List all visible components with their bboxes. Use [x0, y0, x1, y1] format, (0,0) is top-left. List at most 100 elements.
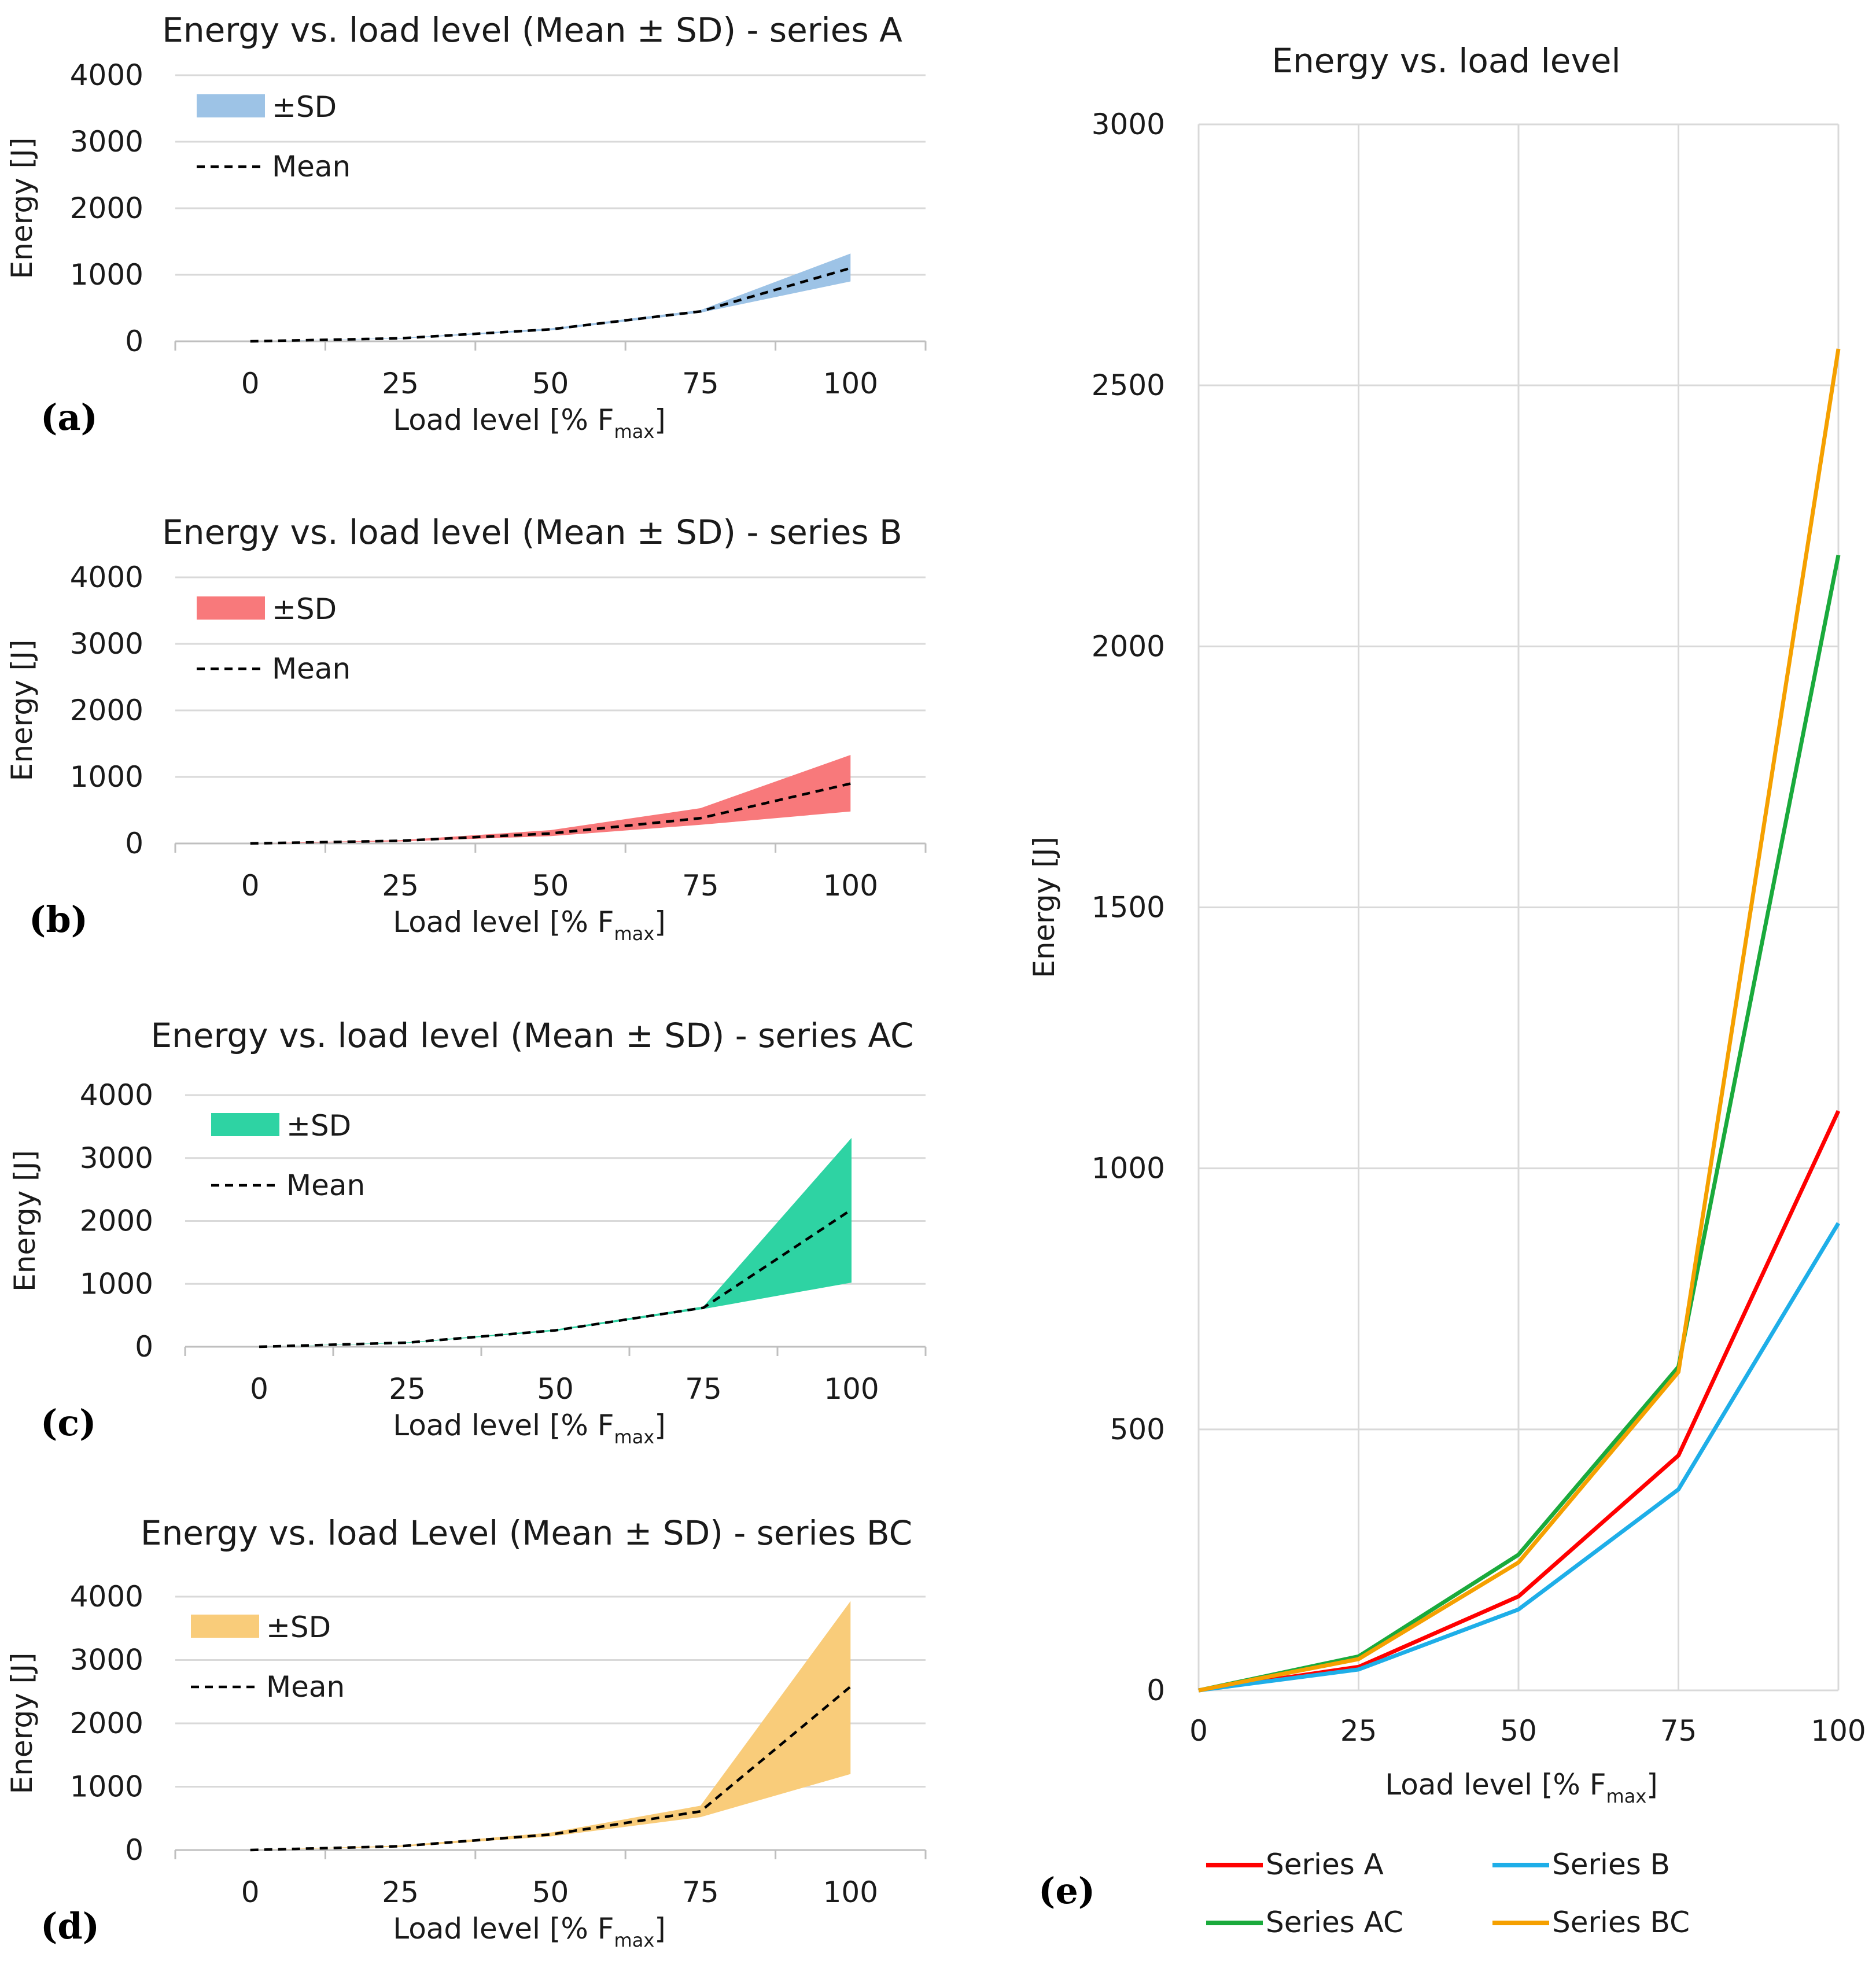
y-tick-label: 4000 [70, 561, 143, 594]
x-tick-label: 100 [823, 869, 878, 902]
series-line [1198, 348, 1841, 1693]
x-tick-label: 0 [250, 1372, 268, 1406]
panel-label: (c) [40, 1402, 96, 1444]
y-tick-label: 4000 [80, 1078, 153, 1112]
legend-sd-swatch [191, 1615, 259, 1638]
y-tick-label: 2000 [70, 1707, 143, 1740]
legend-label: Series B [1552, 1848, 1670, 1881]
mean-line [250, 782, 851, 845]
y-tick-label: 4000 [70, 1580, 143, 1613]
x-tick-label: 75 [685, 1372, 722, 1406]
legend-label: Series AC [1266, 1906, 1403, 1939]
legend-sd-label: ±SD [272, 592, 337, 626]
y-axis-label: Energy [J] [5, 138, 39, 279]
x-tick-label: 25 [382, 367, 419, 400]
mean-line [259, 1208, 853, 1348]
x-tick-label: 50 [537, 1372, 574, 1406]
x-tick-label: 100 [824, 1372, 879, 1406]
y-tick-label: 1500 [1092, 891, 1165, 924]
y-tick-label: 3000 [70, 627, 143, 661]
chart-panel-e: Energy vs. load level0500100015002000250… [1027, 41, 1866, 1939]
x-tick-label: 50 [532, 1875, 569, 1909]
x-tick-label: 75 [682, 367, 719, 400]
y-tick-label: 0 [125, 325, 143, 358]
chart-title: Energy vs. load level (Mean ± SD) - seri… [162, 10, 902, 50]
sd-band [250, 1601, 851, 1850]
y-tick-label: 3000 [70, 1644, 143, 1677]
y-tick-label: 0 [125, 1833, 143, 1867]
legend-sd-label: ±SD [272, 90, 337, 124]
chart-panel-b: Energy vs. load level (Mean ± SD) - seri… [5, 513, 927, 945]
legend-sd-swatch [197, 596, 265, 620]
y-tick-label: 2000 [70, 694, 143, 727]
y-tick-label: 3000 [1092, 108, 1165, 141]
y-tick-label: 3000 [80, 1141, 153, 1175]
legend-mean-label: Mean [266, 1670, 345, 1704]
x-tick-label: 50 [1500, 1714, 1537, 1748]
y-tick-label: 0 [1147, 1674, 1165, 1707]
x-tick-label: 0 [241, 367, 260, 400]
panel-label: (b) [29, 898, 88, 941]
x-tick-label: 50 [532, 869, 569, 902]
x-tick-label: 75 [1660, 1714, 1697, 1748]
chart-title: Energy vs. load Level (Mean ± SD) - seri… [141, 1513, 912, 1553]
legend-sd-label: ±SD [286, 1109, 351, 1143]
y-tick-label: 0 [135, 1330, 153, 1364]
x-tick-label: 100 [1811, 1714, 1866, 1748]
chart-title: Energy vs. load level [1271, 41, 1620, 80]
chart-panel-d: Energy vs. load Level (Mean ± SD) - seri… [5, 1513, 927, 1951]
y-tick-label: 1000 [1092, 1152, 1165, 1185]
x-axis-label: Load level [% Fmax] [393, 1409, 666, 1448]
x-tick-label: 25 [1340, 1714, 1377, 1748]
mean-line [250, 1685, 852, 1852]
y-tick-label: 500 [1110, 1413, 1165, 1446]
y-tick-label: 1000 [70, 760, 143, 794]
chart-title: Energy vs. load level (Mean ± SD) - seri… [150, 1016, 913, 1055]
panel-label: (d) [40, 1905, 99, 1947]
y-tick-label: 2000 [70, 191, 143, 225]
legend-sd-label: ±SD [266, 1611, 331, 1644]
y-tick-label: 1000 [70, 1770, 143, 1804]
x-tick-label: 0 [241, 1875, 260, 1909]
y-tick-label: 1000 [80, 1267, 153, 1300]
x-tick-label: 25 [382, 1875, 419, 1909]
x-tick-label: 0 [241, 869, 260, 902]
panel-label: (e) [1038, 1870, 1095, 1912]
mean-line [250, 267, 851, 343]
x-tick-label: 0 [1189, 1714, 1208, 1748]
y-tick-label: 2000 [80, 1204, 153, 1238]
legend-sd-swatch [197, 94, 265, 117]
x-tick-label: 75 [682, 1875, 719, 1909]
x-axis-label: Load level [% Fmax] [1385, 1768, 1658, 1807]
y-tick-label: 2500 [1092, 369, 1165, 402]
y-tick-label: 1000 [70, 258, 143, 292]
legend-sd-swatch [211, 1113, 279, 1136]
y-axis-label: Energy [J] [5, 1653, 39, 1795]
chart-title: Energy vs. load level (Mean ± SD) - seri… [162, 513, 902, 552]
legend-label: Series A [1266, 1848, 1384, 1881]
x-tick-label: 25 [382, 869, 419, 902]
legend-mean-label: Mean [286, 1169, 365, 1202]
sd-band [250, 755, 851, 843]
x-tick-label: 100 [823, 367, 878, 400]
chart-panel-c: Energy vs. load level (Mean ± SD) - seri… [8, 1016, 927, 1448]
sd-band [250, 253, 851, 341]
x-tick-label: 25 [389, 1372, 426, 1406]
panel-label: (a) [40, 396, 98, 439]
x-tick-label: 50 [532, 367, 569, 400]
x-axis-label: Load level [% Fmax] [393, 1912, 666, 1951]
legend-mean-label: Mean [272, 150, 351, 183]
x-axis-label: Load level [% Fmax] [393, 905, 666, 945]
y-tick-label: 4000 [70, 58, 143, 92]
y-axis-label: Energy [J] [8, 1150, 42, 1292]
legend-mean-label: Mean [272, 652, 351, 686]
y-tick-label: 3000 [70, 125, 143, 159]
y-tick-label: 0 [125, 827, 143, 860]
x-tick-label: 100 [823, 1875, 878, 1909]
y-tick-label: 2000 [1092, 629, 1165, 663]
x-axis-label: Load level [% Fmax] [393, 403, 666, 443]
y-axis-label: Energy [J] [5, 640, 39, 782]
x-tick-label: 75 [682, 869, 719, 902]
y-axis-label: Energy [J] [1027, 837, 1061, 978]
